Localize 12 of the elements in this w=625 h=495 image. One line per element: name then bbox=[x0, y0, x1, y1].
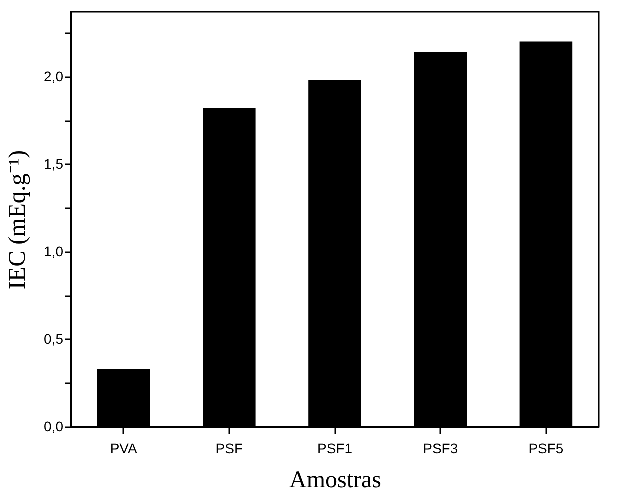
y-axis-title: IEC (mEq.g⁻¹) bbox=[5, 150, 32, 290]
y-tick-label: 1,5 bbox=[44, 156, 64, 172]
x-tick-label: PSF1 bbox=[317, 440, 353, 456]
x-tick-label: PSF bbox=[216, 440, 244, 456]
x-tick-label: PSF5 bbox=[528, 440, 564, 456]
y-tick-label: 0,5 bbox=[44, 330, 64, 347]
x-axis-title: Amostras bbox=[290, 468, 382, 494]
x-tick-label: PVA bbox=[110, 440, 138, 456]
y-tick-label: 0,0 bbox=[44, 418, 64, 434]
y-tick-label: 1,0 bbox=[44, 243, 64, 260]
y-tick-label: 2,0 bbox=[44, 68, 64, 84]
x-tick-label: PSF3 bbox=[423, 440, 458, 456]
